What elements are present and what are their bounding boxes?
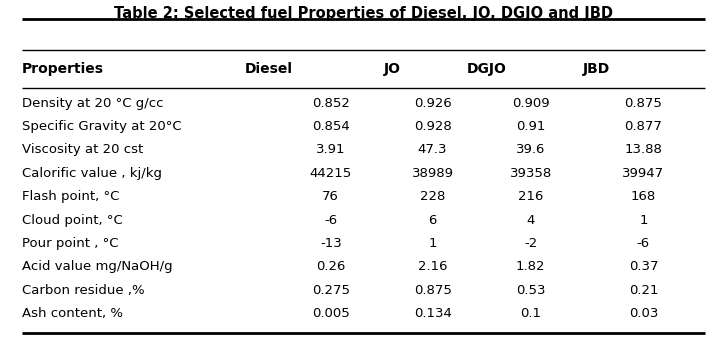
Text: -13: -13 <box>320 237 342 250</box>
Text: Specific Gravity at 20°C: Specific Gravity at 20°C <box>22 120 182 133</box>
Text: Table 2: Selected fuel Properties of Diesel, JO, DGJO and JBD: Table 2: Selected fuel Properties of Die… <box>114 6 613 21</box>
Text: -2: -2 <box>524 237 537 250</box>
Text: 228: 228 <box>420 190 445 203</box>
Text: 0.03: 0.03 <box>629 307 658 320</box>
Text: Properties: Properties <box>22 62 104 76</box>
Text: 2.16: 2.16 <box>418 260 447 273</box>
Text: 1: 1 <box>639 214 648 227</box>
Text: 216: 216 <box>518 190 543 203</box>
Text: 0.852: 0.852 <box>312 97 350 110</box>
Text: 0.005: 0.005 <box>312 307 350 320</box>
Text: 39358: 39358 <box>510 167 552 180</box>
Text: 0.909: 0.909 <box>512 97 550 110</box>
Text: 0.91: 0.91 <box>516 120 545 133</box>
Text: 0.928: 0.928 <box>414 120 451 133</box>
Text: 13.88: 13.88 <box>624 143 662 157</box>
Text: 0.21: 0.21 <box>629 284 658 297</box>
Text: 0.37: 0.37 <box>629 260 658 273</box>
Text: 0.926: 0.926 <box>414 97 451 110</box>
Text: Viscosity at 20 cst: Viscosity at 20 cst <box>22 143 143 157</box>
Text: 39947: 39947 <box>622 167 664 180</box>
Text: Diesel: Diesel <box>245 62 293 76</box>
Text: 0.875: 0.875 <box>624 97 662 110</box>
Text: 1.82: 1.82 <box>516 260 545 273</box>
Text: Cloud point, °C: Cloud point, °C <box>22 214 123 227</box>
Text: 0.875: 0.875 <box>414 284 451 297</box>
Text: 0.26: 0.26 <box>316 260 345 273</box>
Text: DGJO: DGJO <box>467 62 507 76</box>
Text: Pour point , °C: Pour point , °C <box>22 237 119 250</box>
Text: 0.134: 0.134 <box>414 307 451 320</box>
Text: 3.91: 3.91 <box>316 143 345 157</box>
Text: 0.275: 0.275 <box>312 284 350 297</box>
Text: 38989: 38989 <box>411 167 454 180</box>
Text: -6: -6 <box>637 237 650 250</box>
Text: 1: 1 <box>428 237 437 250</box>
Text: 76: 76 <box>322 190 340 203</box>
Text: 47.3: 47.3 <box>418 143 447 157</box>
Text: 44215: 44215 <box>310 167 352 180</box>
Text: 0.1: 0.1 <box>521 307 541 320</box>
Text: Acid value mg/NaOH/g: Acid value mg/NaOH/g <box>22 260 172 273</box>
Text: -6: -6 <box>324 214 337 227</box>
Text: Calorific value , kj/kg: Calorific value , kj/kg <box>22 167 162 180</box>
Text: Density at 20 °C g/cc: Density at 20 °C g/cc <box>22 97 164 110</box>
Text: Carbon residue ,%: Carbon residue ,% <box>22 284 145 297</box>
Text: 168: 168 <box>631 190 656 203</box>
Text: JBD: JBD <box>582 62 610 76</box>
Text: JO: JO <box>384 62 401 76</box>
Text: 0.877: 0.877 <box>624 120 662 133</box>
Text: Flash point, °C: Flash point, °C <box>22 190 119 203</box>
Text: 0.854: 0.854 <box>312 120 350 133</box>
Text: 4: 4 <box>526 214 535 227</box>
Text: 6: 6 <box>428 214 437 227</box>
Text: 39.6: 39.6 <box>516 143 545 157</box>
Text: 0.53: 0.53 <box>516 284 545 297</box>
Text: Ash content, %: Ash content, % <box>22 307 123 320</box>
